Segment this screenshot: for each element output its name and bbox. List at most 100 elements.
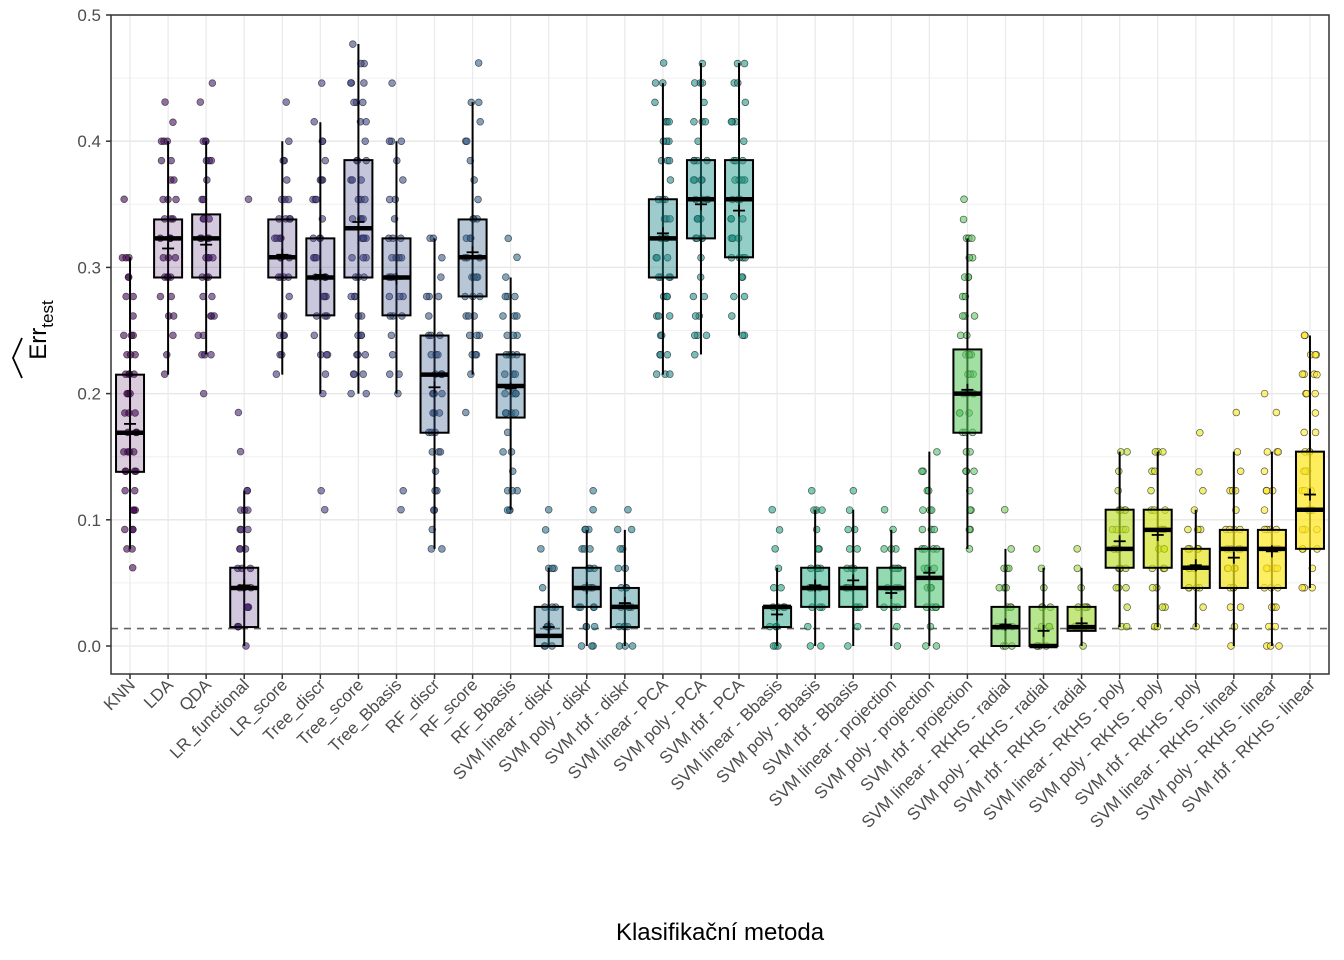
data-point xyxy=(1117,448,1125,456)
data-point xyxy=(349,370,358,378)
data-point xyxy=(474,195,482,204)
data-point xyxy=(652,370,661,378)
y-tick-label: 0.2 xyxy=(77,385,101,404)
data-point xyxy=(588,642,596,650)
outlier-point xyxy=(199,389,208,398)
data-point xyxy=(738,331,747,340)
data-point xyxy=(347,389,355,398)
x-axis-title: Klasifikační metoda xyxy=(616,919,825,946)
data-point xyxy=(741,98,750,107)
data-point xyxy=(740,59,749,68)
data-point xyxy=(122,253,130,262)
data-point xyxy=(121,486,129,495)
data-point xyxy=(347,292,355,301)
data-point xyxy=(124,273,133,281)
data-point xyxy=(431,467,440,476)
data-point xyxy=(511,370,520,378)
data-point xyxy=(665,312,674,320)
data-point xyxy=(388,351,397,359)
data-point xyxy=(1311,428,1320,437)
data-point xyxy=(844,525,852,534)
data-point xyxy=(1260,467,1269,476)
data-point xyxy=(1190,506,1199,514)
data-point xyxy=(1300,331,1309,340)
data-point xyxy=(1262,486,1271,495)
outlier-point xyxy=(1232,408,1241,417)
data-point xyxy=(121,409,129,417)
data-point xyxy=(425,312,433,320)
data-point xyxy=(499,312,507,320)
data-point xyxy=(122,292,130,301)
data-point xyxy=(1311,389,1319,398)
data-point xyxy=(1298,584,1306,592)
data-point xyxy=(243,486,251,495)
data-point xyxy=(538,584,547,592)
outlier-point xyxy=(161,98,169,106)
data-point xyxy=(663,351,672,359)
data-point xyxy=(348,176,357,184)
y-tick-label: 0.4 xyxy=(77,132,101,151)
outlier-point xyxy=(399,487,407,495)
data-point xyxy=(501,292,510,301)
y-axis-title: Errtest xyxy=(12,300,57,379)
outlier-point xyxy=(1313,370,1321,379)
data-point xyxy=(172,195,180,204)
data-point xyxy=(157,156,166,165)
data-point xyxy=(1236,603,1245,611)
data-point xyxy=(691,351,699,359)
data-point xyxy=(654,312,663,320)
data-point xyxy=(207,156,216,165)
data-point xyxy=(922,642,930,650)
outlier-point xyxy=(513,253,521,262)
data-point xyxy=(930,525,939,534)
outlier-point xyxy=(1199,487,1207,495)
data-point xyxy=(653,253,661,262)
data-point xyxy=(348,253,356,262)
data-point xyxy=(1263,448,1272,456)
outlier-point xyxy=(659,59,668,67)
data-point xyxy=(499,448,507,456)
data-point xyxy=(422,292,431,301)
data-point xyxy=(665,156,674,165)
data-point xyxy=(1298,370,1307,378)
data-point xyxy=(932,642,941,650)
outlier-point xyxy=(504,234,512,243)
data-point xyxy=(727,215,735,223)
outlier-point xyxy=(128,564,137,572)
data-point xyxy=(121,525,129,534)
data-point xyxy=(130,486,139,495)
data-point xyxy=(615,642,624,650)
box xyxy=(1142,508,1173,569)
data-point xyxy=(689,176,698,184)
data-point xyxy=(1158,603,1167,611)
data-point xyxy=(511,292,519,301)
data-point xyxy=(1274,448,1283,456)
data-point xyxy=(853,622,862,631)
data-point xyxy=(700,292,709,301)
data-point xyxy=(160,370,169,378)
data-point xyxy=(429,234,438,243)
data-point xyxy=(970,467,978,476)
data-point xyxy=(663,253,672,262)
data-point xyxy=(438,253,446,262)
data-point xyxy=(1123,448,1131,456)
data-point xyxy=(628,642,637,650)
data-point xyxy=(359,370,367,378)
outlier-point xyxy=(1272,408,1281,417)
y-axis: 0.0 0.1 0.2 0.3 0.4 0.5 xyxy=(77,6,111,656)
data-point xyxy=(613,525,622,534)
data-point xyxy=(511,409,520,417)
data-point xyxy=(690,331,699,340)
data-point xyxy=(651,79,660,87)
data-point xyxy=(244,506,252,514)
outlier-point xyxy=(1260,389,1269,398)
data-point xyxy=(995,584,1004,592)
data-point xyxy=(919,506,927,514)
data-point xyxy=(437,273,445,281)
data-point xyxy=(1311,351,1320,359)
data-point xyxy=(777,584,785,592)
data-point xyxy=(968,234,976,243)
data-point xyxy=(769,642,778,650)
data-point xyxy=(1122,584,1130,592)
data-point xyxy=(728,312,736,320)
